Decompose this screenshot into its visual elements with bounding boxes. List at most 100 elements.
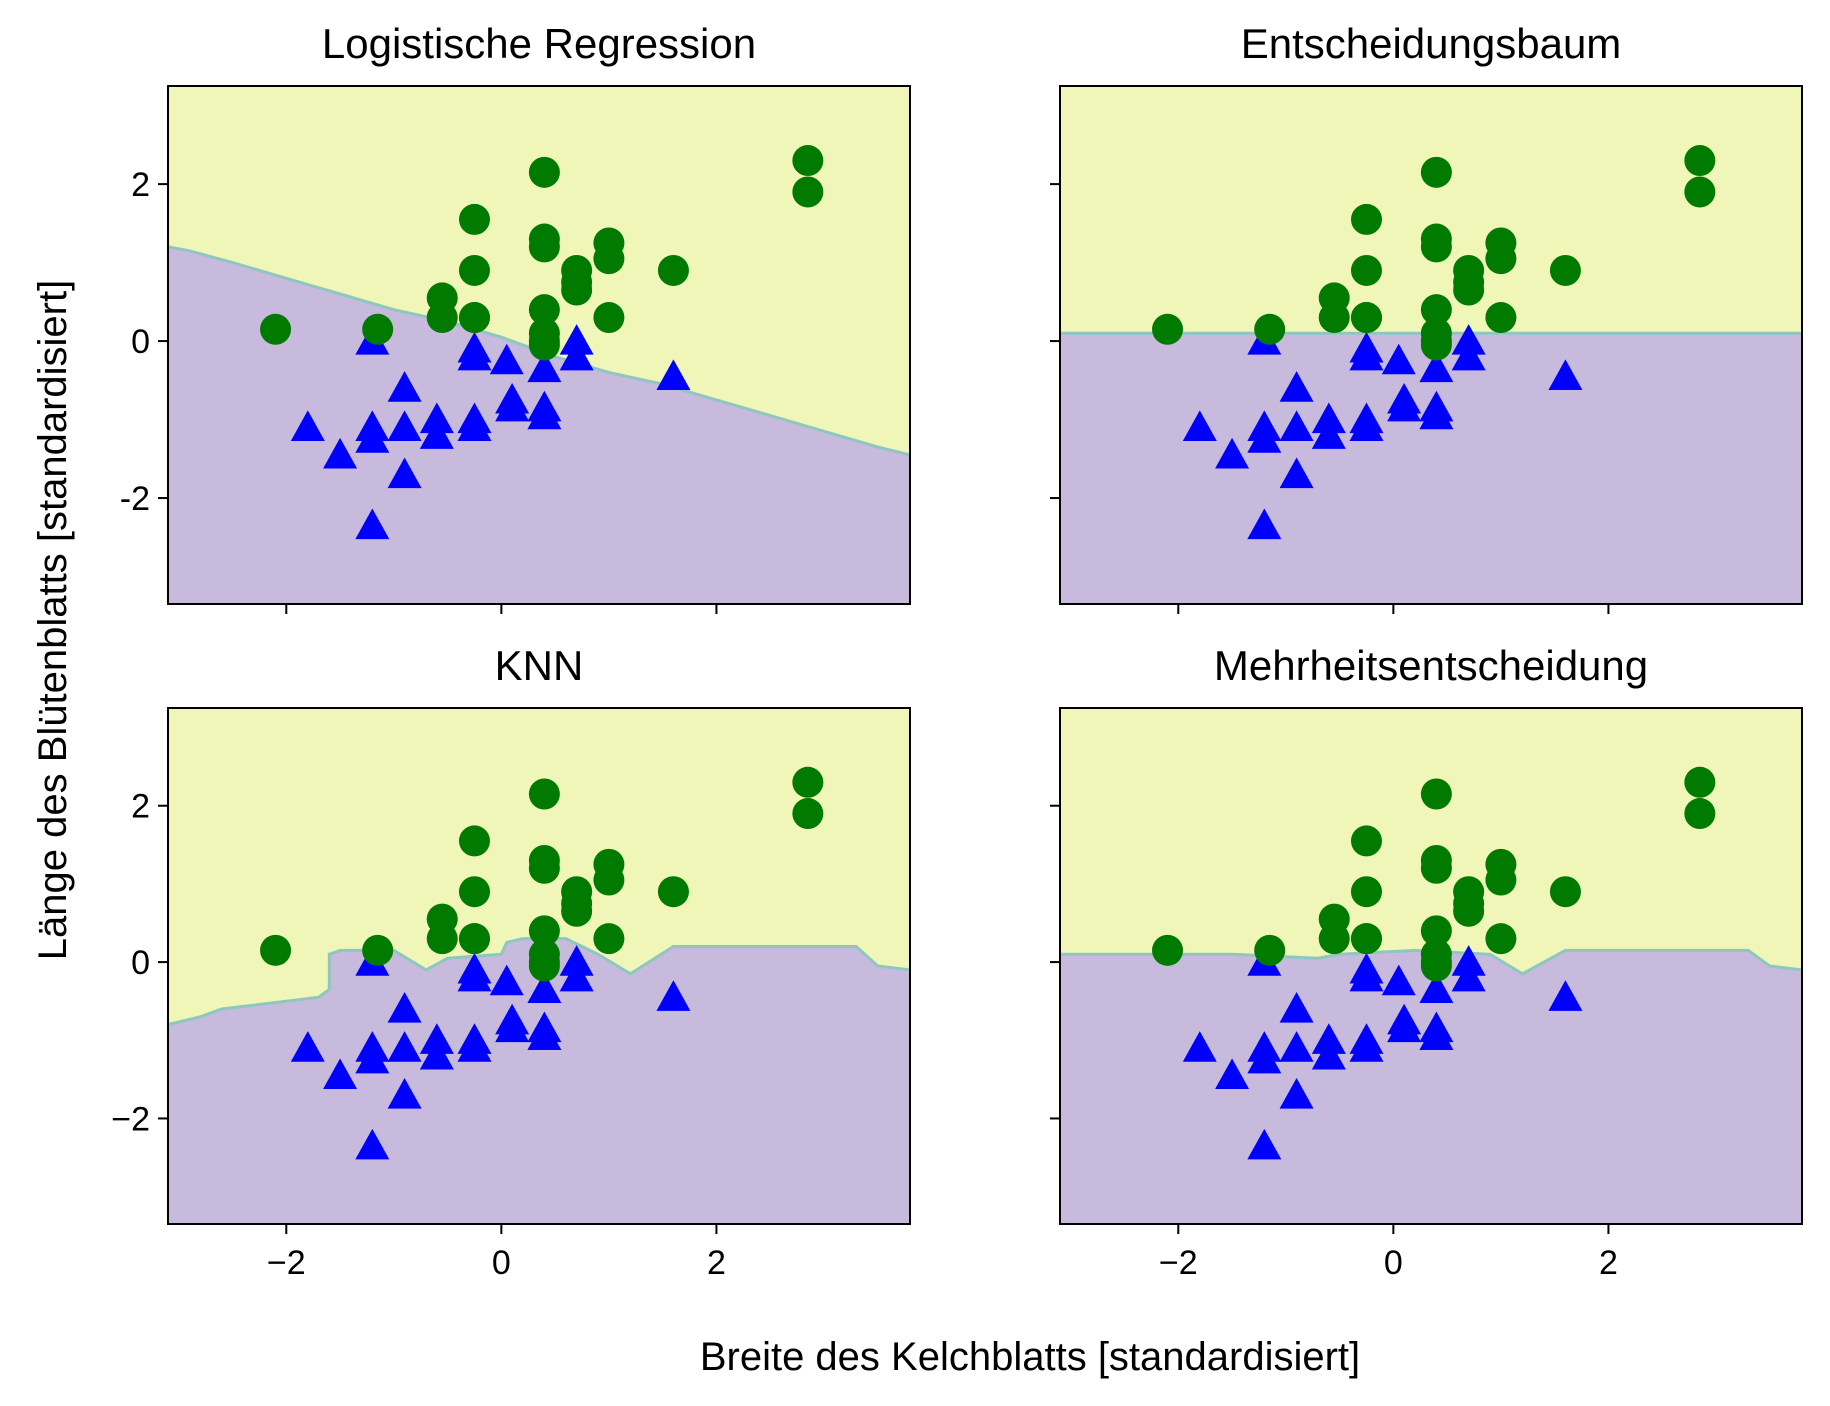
subplot-title: Mehrheitsentscheidung bbox=[1214, 642, 1648, 689]
class-0-triangle-point bbox=[387, 457, 422, 489]
class-0-triangle-point bbox=[489, 343, 524, 375]
subplot-majority-vote: −2 0 2 Mehrheitsentscheidung bbox=[1050, 642, 1803, 1282]
class-1-circle-point bbox=[528, 778, 560, 810]
class-1-circle-point bbox=[1420, 778, 1452, 810]
class-1-circle-point bbox=[458, 254, 490, 286]
class-1-circle-point bbox=[362, 934, 394, 966]
subplot-title: Logistische Regression bbox=[322, 20, 756, 67]
class-1-circle-point bbox=[458, 876, 490, 908]
class-1-circle-point bbox=[1684, 176, 1716, 208]
class-0-triangle-point bbox=[290, 410, 325, 442]
class-0-triangle-point bbox=[1279, 371, 1314, 402]
class-1-circle-point bbox=[1350, 254, 1382, 286]
class-0-triangle-point bbox=[419, 418, 454, 449]
class-0-triangle-point bbox=[1279, 410, 1314, 442]
class-0-triangle-point bbox=[1419, 972, 1454, 1004]
class-0-triangle-point bbox=[1215, 1058, 1250, 1090]
x-tick-label: 2 bbox=[707, 1244, 726, 1282]
class-1-circle-point bbox=[1350, 203, 1382, 235]
class-0-triangle-point bbox=[419, 402, 454, 434]
class-0-triangle-point bbox=[323, 437, 358, 469]
subplot-knn: −2 0 2 −2 0 2 KNN bbox=[111, 642, 911, 1282]
class-1-circle-point bbox=[1485, 243, 1517, 275]
class-1-circle-point bbox=[1318, 923, 1350, 955]
subplot-grid: -2 0 2 Logistische Regression Entscheidungsb… bbox=[111, 20, 1803, 1282]
plot-area bbox=[1060, 86, 1802, 604]
class-0-triangle-point bbox=[1247, 1042, 1282, 1074]
class-0-triangle-point bbox=[1381, 964, 1416, 996]
class-0-triangle-point bbox=[1311, 402, 1346, 434]
class-0-triangle-point bbox=[489, 964, 524, 996]
class-1-circle-point bbox=[792, 766, 824, 798]
class-0-triangle-point bbox=[656, 980, 691, 1011]
class-0-triangle-point bbox=[419, 1023, 454, 1054]
class-0-triangle-point bbox=[1419, 1019, 1454, 1050]
class-0-triangle-point bbox=[457, 1031, 492, 1062]
class-0-triangle-point bbox=[1311, 1038, 1346, 1070]
class-1-circle-point bbox=[593, 243, 625, 275]
axes-frame bbox=[167, 85, 911, 605]
plot-area bbox=[168, 86, 910, 604]
class-1-circle-point bbox=[593, 923, 625, 955]
class-0-triangle-point bbox=[290, 1031, 325, 1062]
class-1-circle-point bbox=[1420, 329, 1452, 361]
class-1-circle-point bbox=[528, 231, 560, 263]
axes-frame bbox=[167, 707, 911, 1225]
y-tick-label: −2 bbox=[111, 1100, 150, 1138]
class-0-triangle-point bbox=[1349, 960, 1384, 992]
subplot-title: Entscheidungsbaum bbox=[1241, 20, 1622, 67]
region-class-0 bbox=[1060, 950, 1802, 1224]
class-0-triangle-point bbox=[1182, 410, 1217, 442]
class-0-triangle-point bbox=[419, 1038, 454, 1070]
x-tick-label: −2 bbox=[1159, 1244, 1198, 1282]
class-1-circle-point bbox=[528, 915, 560, 947]
class-0-triangle-point bbox=[527, 351, 562, 383]
y-tick-label: 2 bbox=[131, 788, 150, 826]
class-1-circle-point bbox=[458, 923, 490, 955]
class-1-circle-point bbox=[1420, 156, 1452, 188]
class-0-triangle-point bbox=[1279, 457, 1314, 489]
class-0-triangle-point bbox=[527, 972, 562, 1004]
class-0-triangle-point bbox=[457, 339, 492, 371]
class-1-circle-point bbox=[657, 254, 689, 286]
class-0-triangle-point bbox=[1349, 410, 1384, 442]
class-0-triangle-point bbox=[323, 1058, 358, 1090]
region-class-0 bbox=[1060, 333, 1802, 604]
class-0-triangle-point bbox=[1279, 1078, 1314, 1109]
class-1-circle-point bbox=[528, 329, 560, 361]
class-1-circle-point bbox=[458, 203, 490, 235]
class-1-circle-point bbox=[1420, 294, 1452, 326]
class-0-triangle-point bbox=[387, 1031, 422, 1062]
class-1-circle-point bbox=[1420, 950, 1452, 982]
class-1-circle-point bbox=[458, 302, 490, 334]
class-0-triangle-point bbox=[1419, 351, 1454, 383]
class-1-circle-point bbox=[561, 895, 593, 927]
y-tick-label: 0 bbox=[131, 323, 150, 361]
class-1-circle-point bbox=[561, 274, 593, 306]
class-1-circle-point bbox=[1350, 302, 1382, 334]
class-0-triangle-point bbox=[1311, 1023, 1346, 1054]
class-0-triangle-point bbox=[1215, 437, 1250, 469]
decision-boundary-line bbox=[1060, 948, 1802, 976]
class-1-circle-point bbox=[1420, 915, 1452, 947]
class-0-triangle-point bbox=[1279, 1031, 1314, 1062]
class-0-triangle-point bbox=[1387, 1011, 1422, 1043]
class-0-triangle-point bbox=[1548, 980, 1583, 1011]
class-0-triangle-point bbox=[355, 508, 390, 540]
class-0-triangle-point bbox=[387, 371, 422, 402]
class-1-circle-point bbox=[1453, 274, 1485, 306]
plot-area bbox=[1060, 708, 1802, 1224]
class-0-triangle-point bbox=[495, 1011, 530, 1043]
class-0-triangle-point bbox=[1247, 422, 1282, 453]
class-0-triangle-point bbox=[1387, 390, 1422, 422]
axes-frame bbox=[1059, 85, 1803, 605]
class-1-circle-point bbox=[528, 156, 560, 188]
class-0-triangle-point bbox=[1451, 339, 1486, 371]
class-1-circle-point bbox=[1152, 313, 1184, 345]
class-1-circle-point bbox=[260, 934, 292, 966]
class-0-triangle-point bbox=[1311, 418, 1346, 449]
class-1-circle-point bbox=[1152, 934, 1184, 966]
class-1-circle-point bbox=[1420, 231, 1452, 263]
class-1-circle-point bbox=[260, 313, 292, 345]
class-1-circle-point bbox=[1485, 923, 1517, 955]
